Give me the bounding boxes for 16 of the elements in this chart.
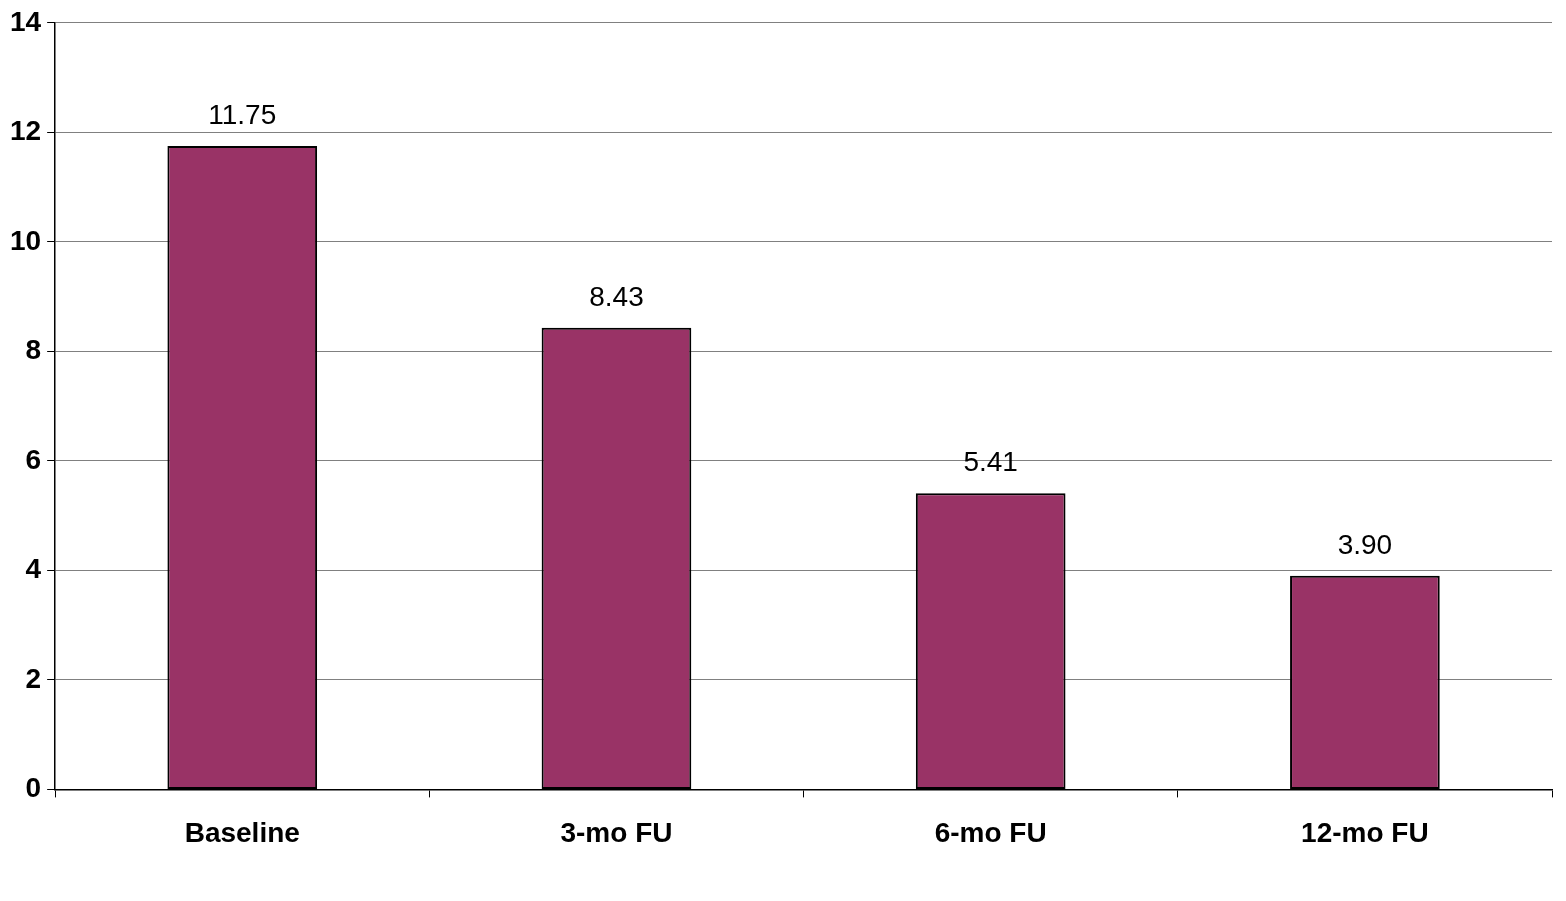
- y-tick-label: 10: [9, 224, 42, 256]
- y-tick-label: 0: [25, 772, 42, 804]
- x-tick-label: Baseline: [184, 816, 300, 848]
- y-tick-label: 6: [25, 443, 42, 475]
- x-tick-label: 6-mo FU: [934, 816, 1047, 848]
- data-label: 3.90: [1337, 528, 1393, 560]
- y-tick-label: 4: [25, 553, 42, 585]
- data-label: 8.43: [589, 280, 644, 312]
- x-tick-label: 12-mo FU: [1301, 816, 1429, 848]
- data-label: 5.41: [963, 445, 1018, 477]
- x-tick-label: 3-mo FU: [560, 816, 673, 848]
- data-label: 11.75: [208, 98, 277, 130]
- y-tick-label: 14: [9, 5, 42, 37]
- y-tick-label: 8: [25, 334, 42, 366]
- y-tick-label: 2: [25, 662, 42, 694]
- y-tick-label: 12: [9, 115, 42, 147]
